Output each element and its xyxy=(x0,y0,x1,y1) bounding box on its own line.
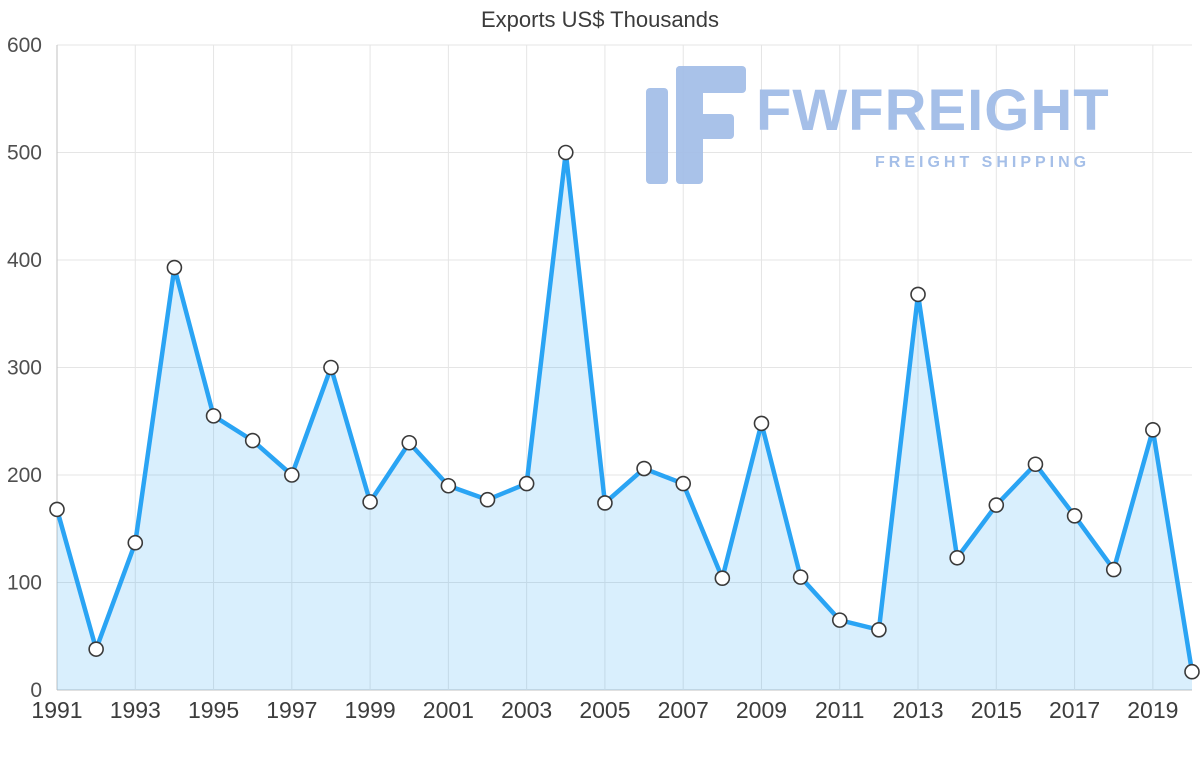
data-point-marker xyxy=(127,534,144,551)
data-point-marker xyxy=(1145,422,1161,438)
data-point-marker xyxy=(88,641,104,657)
y-axis-tick-label: 0 xyxy=(30,679,42,702)
data-point-marker xyxy=(714,570,731,587)
x-axis-tick-label: 2013 xyxy=(892,697,943,723)
data-point-marker xyxy=(636,460,652,477)
data-point-marker xyxy=(675,475,692,492)
x-axis-tick-label: 2019 xyxy=(1127,697,1178,723)
data-point-marker xyxy=(949,549,965,566)
data-point-marker xyxy=(1184,663,1200,680)
data-point-marker xyxy=(479,491,496,508)
data-point-marker xyxy=(831,612,848,628)
x-axis-tick-label: 2007 xyxy=(658,697,709,723)
y-axis-tick-label: 500 xyxy=(7,142,42,165)
x-axis-tick-label: 2003 xyxy=(501,697,552,723)
y-axis-tick-label: 300 xyxy=(7,357,42,380)
x-axis-tick-label: 2001 xyxy=(423,697,474,723)
data-point-marker xyxy=(284,467,300,483)
x-axis-tick-label: 1995 xyxy=(188,697,239,723)
data-point-marker xyxy=(244,432,261,449)
y-axis-tick-label: 100 xyxy=(7,572,42,595)
data-point-marker xyxy=(988,497,1005,513)
x-axis-tick-label: 2017 xyxy=(1049,697,1100,723)
x-axis-tick-label: 1991 xyxy=(31,697,82,723)
x-axis-tick-label: 2015 xyxy=(971,697,1022,723)
data-point-marker xyxy=(753,415,770,432)
chart-title: Exports US$ Thousands xyxy=(480,7,720,32)
data-point-marker xyxy=(166,259,183,276)
data-point-marker xyxy=(1105,561,1122,578)
data-point-marker xyxy=(1066,508,1083,524)
x-axis-tick-label: 1999 xyxy=(345,697,396,723)
data-point-marker xyxy=(871,621,887,638)
y-axis-tick-label: 600 xyxy=(7,34,42,57)
y-axis-tick-label: 400 xyxy=(7,249,42,272)
data-point-marker xyxy=(49,501,65,518)
x-axis-tick-label: 2011 xyxy=(815,697,864,723)
data-point-marker xyxy=(323,359,339,376)
data-point-marker xyxy=(557,144,574,161)
x-axis-tick-label: 2005 xyxy=(579,697,630,723)
data-point-marker xyxy=(401,434,418,451)
x-axis-tick-label: 2009 xyxy=(736,697,787,723)
data-point-marker xyxy=(440,477,457,494)
data-point-marker xyxy=(597,495,613,511)
data-point-marker xyxy=(1027,456,1044,473)
data-point-marker xyxy=(362,494,378,510)
y-axis-tick-label: 200 xyxy=(7,464,42,487)
x-axis-tick-label: 1993 xyxy=(110,697,161,723)
data-point-marker xyxy=(205,408,222,424)
data-point-marker xyxy=(792,569,809,585)
area-fill xyxy=(57,152,1192,690)
x-axis-tick-label: 1997 xyxy=(266,697,317,723)
data-point-marker xyxy=(518,475,535,492)
data-point-marker xyxy=(910,286,926,303)
